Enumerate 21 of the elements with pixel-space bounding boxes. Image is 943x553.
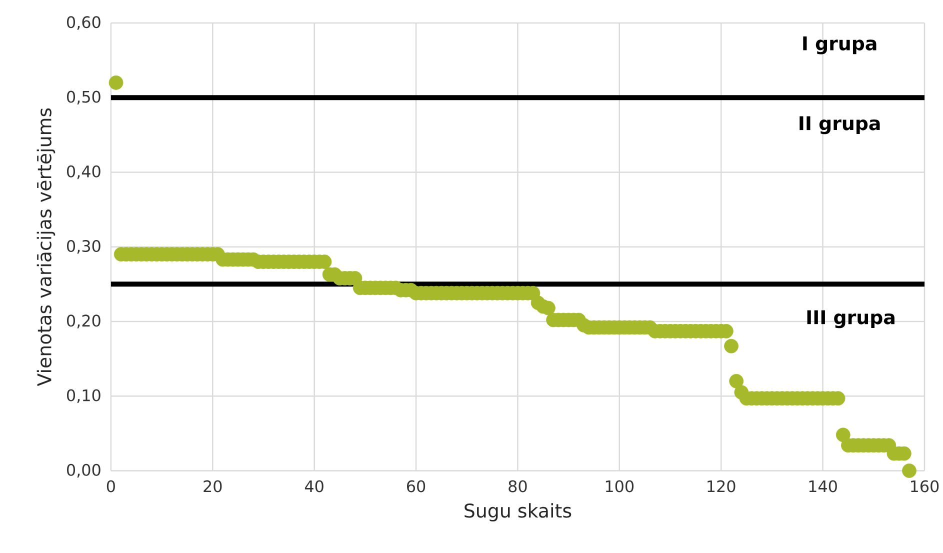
- annotation: II grupa: [800, 116, 880, 134]
- x-tick-label: 120: [708, 480, 736, 492]
- y-axis-title: Vienotas variācijas vērtējums: [36, 108, 56, 386]
- annotation: III grupa: [807, 310, 894, 328]
- y-tick-label: 0,50: [67, 90, 100, 105]
- y-tick-label: 0,10: [67, 389, 100, 404]
- x-tick-label: 60: [406, 480, 426, 492]
- x-tick-label: 40: [304, 480, 324, 492]
- x-tick-label: 0: [106, 480, 115, 492]
- x-axis-title: Sugu skaits: [464, 503, 572, 522]
- x-tick-label: 160: [911, 480, 939, 492]
- y-tick-label: 0,40: [67, 166, 100, 180]
- y-tick-label: 0,00: [67, 464, 100, 478]
- annotation: I grupa: [803, 36, 876, 54]
- y-tick-label: 0,20: [67, 314, 100, 328]
- y-tick-label: 0,30: [67, 240, 100, 254]
- x-tick-label: 80: [508, 480, 527, 492]
- x-tick-label: 100: [606, 480, 634, 492]
- y-tick-label: 0,60: [67, 16, 100, 30]
- x-tick-label: 20: [204, 480, 222, 492]
- x-tick-label: 140: [809, 480, 837, 492]
